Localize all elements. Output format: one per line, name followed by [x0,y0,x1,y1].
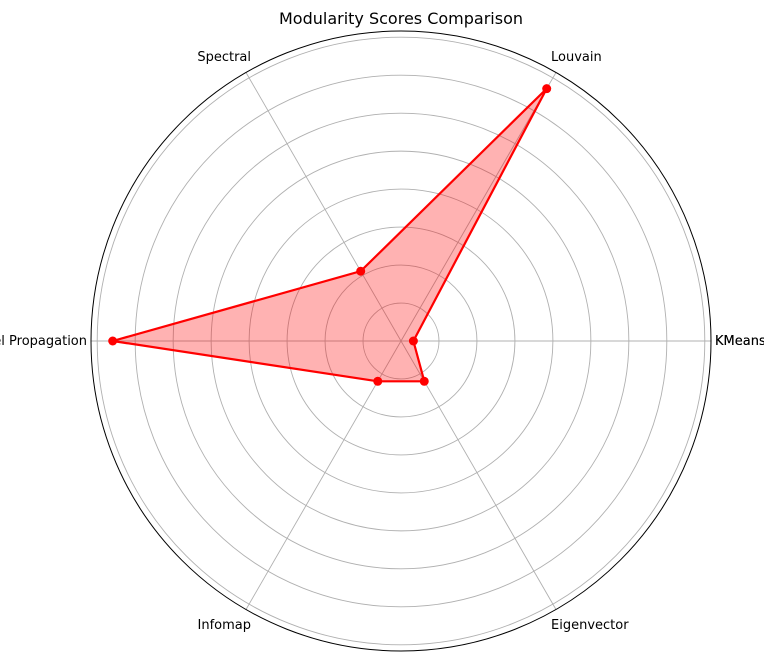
data-point [373,376,383,386]
polar-frame [90,30,712,652]
category-label: Eigenvector [551,618,629,633]
category-label: Spectral [197,50,251,65]
category-label-closing: KMeans [715,334,764,349]
data-point [408,336,418,346]
angular-gridline [400,72,557,342]
category-label: Label Propagation [0,334,87,349]
data-point [356,266,366,276]
data-point [108,336,118,346]
angular-gridline [400,340,557,610]
series-fill [112,88,547,382]
category-label: KMeans [715,334,764,349]
category-label: Louvain [551,50,602,65]
chart-title: Modularity Scores Comparison [279,9,523,28]
angular-gridline [245,72,402,342]
data-point [419,376,429,386]
category-labels: KMeans Louvain Spectral Label Propagation In… [0,50,764,633]
category-label: Infomap [198,618,252,633]
angular-gridline [245,340,402,610]
data-point [542,84,552,94]
radar-grid [90,30,712,652]
radar-series [108,84,552,386]
